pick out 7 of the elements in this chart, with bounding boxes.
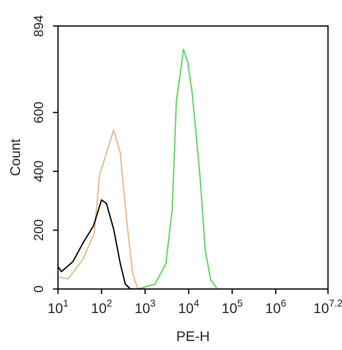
y-tick-label: 400 — [31, 160, 46, 182]
y-axis-title: Count — [7, 138, 23, 176]
y-tick-label: 0 — [31, 285, 46, 293]
y-tick-label: 200 — [31, 219, 46, 242]
x-axis-title: PE-H — [176, 328, 210, 344]
y-tick-label: 600 — [31, 102, 46, 124]
y-tick-label: 894 — [31, 15, 46, 37]
